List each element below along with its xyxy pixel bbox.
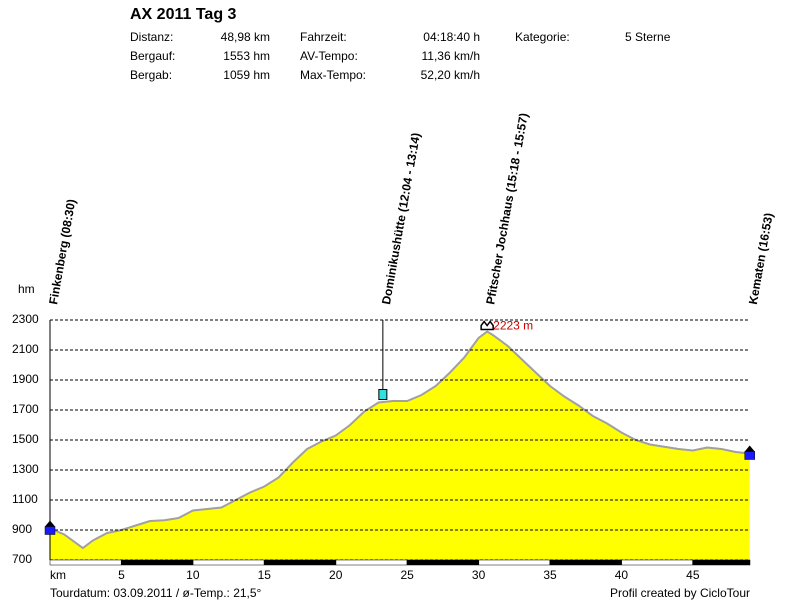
stat-text: AV-Tempo: bbox=[300, 49, 358, 63]
x-axis-label: km bbox=[50, 568, 66, 582]
stat-text: Fahrzeit: bbox=[300, 30, 347, 44]
x-axis-segment bbox=[692, 560, 750, 565]
stat-text: 5 Sterne bbox=[625, 30, 671, 44]
y-tick-label: 2300 bbox=[12, 312, 39, 326]
y-tick-label: 700 bbox=[12, 552, 32, 566]
stat-text: 48,98 km bbox=[221, 30, 270, 44]
x-tick-label: 20 bbox=[329, 568, 343, 582]
waypoint bbox=[480, 320, 494, 331]
x-axis-segment bbox=[407, 560, 479, 565]
y-tick-label: 1300 bbox=[12, 462, 39, 476]
stat-text: Max-Tempo: bbox=[300, 68, 366, 82]
x-tick-label: 15 bbox=[258, 568, 272, 582]
waypoint-marker bbox=[378, 389, 388, 400]
x-axis-segment bbox=[121, 560, 193, 565]
waypoint-label: Kematen (16:53) bbox=[746, 212, 776, 306]
waypoint bbox=[378, 320, 388, 400]
waypoint bbox=[44, 520, 56, 535]
stat-text: Kategorie: bbox=[515, 30, 570, 44]
stat-text: Distanz: bbox=[130, 30, 173, 44]
stat-text: 52,20 km/h bbox=[421, 68, 480, 82]
x-axis-segment bbox=[550, 560, 622, 565]
x-tick-label: 30 bbox=[472, 568, 486, 582]
stat-text: 04:18:40 h bbox=[423, 30, 480, 44]
footer-right: Profil created by CicloTour bbox=[610, 586, 750, 600]
stat-text: 11,36 km/h bbox=[422, 49, 480, 63]
y-tick-label: 900 bbox=[12, 522, 32, 536]
stat-text: 1553 hm bbox=[223, 49, 270, 63]
waypoint-marker bbox=[744, 451, 755, 460]
x-axis-segment bbox=[264, 560, 336, 565]
waypoint-marker-roof bbox=[744, 445, 755, 452]
waypoint-marker bbox=[44, 526, 56, 535]
waypoint bbox=[744, 445, 755, 460]
y-tick-label: 1500 bbox=[12, 432, 39, 446]
profile-area bbox=[50, 331, 750, 560]
waypoint-label: Dominikushütte (12:04 - 13:14) bbox=[379, 132, 423, 306]
stat-text: Bergab: bbox=[130, 68, 172, 82]
y-tick-label: 1900 bbox=[12, 372, 39, 386]
chart-title: AX 2011 Tag 3 bbox=[130, 6, 237, 23]
footer-left: Tourdatum: 03.09.2011 / ø-Temp.: 21,5° bbox=[50, 586, 262, 600]
waypoint-marker bbox=[480, 320, 494, 331]
x-tick-label: 10 bbox=[186, 568, 200, 582]
profile-line bbox=[49, 330, 750, 550]
x-tick-label: 5 bbox=[118, 568, 125, 582]
y-tick-label: 2100 bbox=[12, 342, 39, 356]
peak-label: 2223 m bbox=[493, 319, 533, 333]
x-tick-label: 40 bbox=[615, 568, 629, 582]
x-tick-label: 25 bbox=[400, 568, 414, 582]
y-tick-label: 1100 bbox=[12, 492, 38, 506]
waypoint-label: Pfitscher Jochhaus (15:18 - 15:57) bbox=[483, 112, 530, 306]
x-tick-label: 35 bbox=[543, 568, 557, 582]
stat-text: Bergauf: bbox=[130, 49, 175, 63]
y-tick-label: 1700 bbox=[12, 402, 39, 416]
stat-text: 1059 hm bbox=[223, 68, 270, 82]
y-axis-label: hm bbox=[18, 282, 35, 296]
waypoint-marker-roof bbox=[45, 520, 55, 527]
waypoint-label: Finkenberg (08:30) bbox=[46, 198, 78, 306]
x-tick-label: 45 bbox=[686, 568, 700, 582]
